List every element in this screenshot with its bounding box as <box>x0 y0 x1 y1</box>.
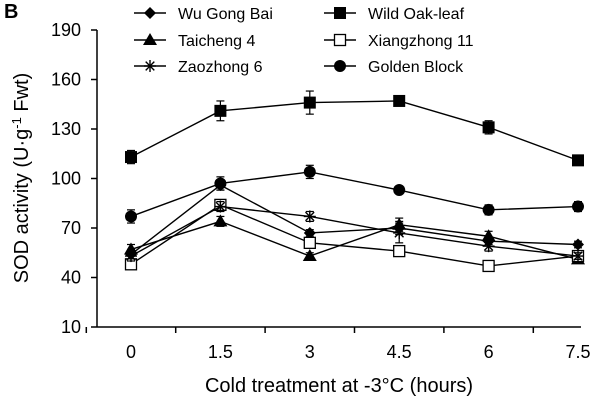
x-tick-label: 6 <box>484 342 494 362</box>
data-point <box>482 203 495 216</box>
data-point <box>572 238 584 251</box>
data-point <box>303 210 316 223</box>
data-point <box>393 244 406 258</box>
data-point <box>482 121 495 134</box>
data-point <box>303 236 316 250</box>
series-line <box>130 184 579 255</box>
legend-marker <box>334 60 346 72</box>
legend-label: Xiangzhong 11 <box>368 33 474 50</box>
series-zaozhong-6 <box>125 200 584 263</box>
data-point <box>125 250 137 263</box>
y-tick-label: 160 <box>51 70 81 90</box>
y-tick-label: 40 <box>61 268 81 288</box>
y-axis-label-main: SOD activity (U·g <box>11 129 33 283</box>
legend-entry-golden-block: Golden Block <box>324 59 464 76</box>
data-point <box>481 229 496 242</box>
legend-marker <box>334 7 346 19</box>
series-wild-oak-leaf <box>125 90 584 167</box>
y-tick-label: 130 <box>51 119 81 139</box>
data-point <box>572 154 584 167</box>
x-tick-label: 0 <box>126 342 136 362</box>
series-line <box>130 220 579 261</box>
data-point <box>214 177 227 190</box>
y-tick-label: 100 <box>51 169 81 189</box>
legend-marker <box>333 33 347 47</box>
legend-entry-xiangzhong-11: Xiangzhong 11 <box>324 33 474 50</box>
data-point <box>572 200 584 213</box>
legend-marker <box>144 60 156 72</box>
series-wu-gong-bai <box>125 179 584 261</box>
series-line <box>130 205 579 257</box>
y-tick-label: 190 <box>51 20 81 40</box>
legend-label: Taicheng 4 <box>178 33 255 50</box>
data-point <box>303 165 316 178</box>
data-point <box>482 259 495 273</box>
legend-entry-wild-oak-leaf: Wild Oak-leaf <box>324 6 465 23</box>
x-tick-label: 1.5 <box>208 342 233 362</box>
x-axis-ticks: 0 1.5 3 4.5 6 7.5 <box>85 327 591 362</box>
data-point <box>214 200 227 213</box>
legend: Wu Gong Bai Wild Oak-leaf Taicheng 4 Xiangz… <box>134 6 474 76</box>
y-tick-label: 70 <box>61 218 81 238</box>
y-axis-ticks: 10 40 70 100 130 160 190 <box>51 20 97 337</box>
data-point <box>572 250 584 263</box>
data-point <box>302 249 317 262</box>
legend-entry-taicheng-4: Taicheng 4 <box>134 33 255 50</box>
series-xiangzhong-11 <box>124 198 585 273</box>
x-tick-label: 3 <box>305 342 315 362</box>
data-point <box>303 96 316 109</box>
data-point <box>214 104 227 117</box>
series-line <box>130 171 579 218</box>
data-point <box>213 214 228 227</box>
y-tick-label: 10 <box>61 317 81 337</box>
data-point <box>125 151 137 164</box>
legend-entry-zaozhong-6: Zaozhong 6 <box>134 59 263 76</box>
legend-label: Wu Gong Bai <box>178 6 273 23</box>
plot-area <box>124 90 585 273</box>
panel-label: B <box>4 1 18 23</box>
y-axis-label-end: Fwt) <box>11 73 33 117</box>
data-point <box>303 226 316 239</box>
data-point <box>393 184 406 197</box>
legend-marker <box>143 33 157 45</box>
x-tick-label: 7.5 <box>565 342 590 362</box>
legend-marker <box>144 7 156 19</box>
series-golden-block <box>125 164 584 224</box>
y-axis-label-superscript: -1 <box>9 117 24 129</box>
legend-label: Golden Block <box>368 59 464 76</box>
legend-label: Wild Oak-leaf <box>368 6 465 23</box>
y-axis-label: SOD activity (U·g-1 Fwt) <box>9 73 33 283</box>
series-line <box>130 204 579 267</box>
x-tick-label: 4.5 <box>387 342 412 362</box>
data-point <box>125 210 137 223</box>
legend-label: Zaozhong 6 <box>178 59 263 76</box>
x-axis-label: Cold treatment at -3°C (hours) <box>205 375 473 397</box>
data-point <box>393 226 406 239</box>
data-point <box>482 240 495 253</box>
legend-entry-wu-gong-bai: Wu Gong Bai <box>134 6 273 23</box>
data-point <box>393 94 406 107</box>
series-line <box>130 100 579 162</box>
